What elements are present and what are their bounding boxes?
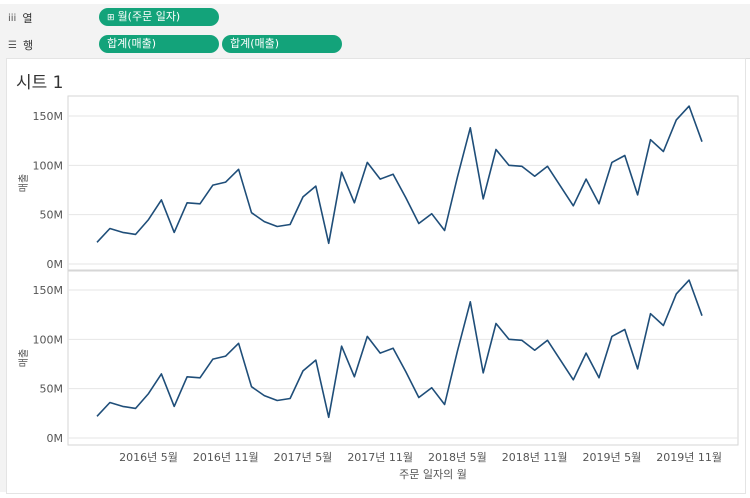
rows-icon: ☰ (8, 39, 17, 51)
panel-2-y-tick-label: 50M (40, 383, 64, 396)
panel-2-y-tick-label: 150M (33, 284, 64, 297)
panel-1-y-tick-label: 50M (40, 209, 64, 222)
date-plus-icon: ⊞ (107, 13, 115, 23)
x-tick-label: 2019년 11월 (656, 451, 722, 464)
panel-1-y-axis-label: 매출 (18, 174, 30, 192)
x-tick-label: 2017년 11월 (347, 451, 413, 464)
panel-2-y-tick-label: 100M (33, 333, 64, 346)
panel-2-y-axis-label: 매출 (18, 349, 30, 367)
x-tick-label: 2018년 11월 (502, 451, 568, 464)
rows-shelf-label: ☰ 행 (8, 39, 34, 52)
month-order-date-pill[interactable]: ⊞ 월(주문 일자) (99, 8, 219, 26)
columns-shelf-label: iii 열 (8, 12, 33, 25)
panel-1-y-tick-label: 0M (47, 258, 64, 271)
x-tick-label: 2016년 5월 (119, 451, 178, 464)
x-tick-label: 2018년 5월 (428, 451, 487, 464)
panel-1-frame (67, 95, 739, 271)
columns-shelf: iii 열 ⊞ 월(주문 일자) (0, 4, 750, 32)
sheet-view (6, 58, 746, 494)
sheet-title: 시트 1 (16, 73, 64, 93)
left-panel-edge (0, 58, 6, 492)
panel-2-y-tick-label: 0M (47, 432, 64, 445)
x-axis-label: 주문 일자의 월 (399, 467, 467, 481)
x-tick-label: 2016년 11월 (193, 451, 259, 464)
panel-1-y-tick-label: 100M (33, 159, 64, 172)
panel-2-frame (67, 270, 739, 446)
panel-2-sales-line (96, 279, 703, 419)
rows-shelf: ☰ 행 합계(매출) 합계(매출) (0, 31, 750, 59)
panel-1-y-tick-label: 150M (33, 110, 64, 123)
sum-sales-pill-2[interactable]: 합계(매출) (222, 35, 342, 53)
x-tick-label: 2017년 5월 (274, 451, 333, 464)
columns-icon: iii (8, 12, 17, 24)
panel-1-sales-line (96, 105, 703, 245)
x-tick-label: 2019년 5월 (583, 451, 642, 464)
sum-sales-pill-1[interactable]: 합계(매출) (99, 35, 219, 53)
